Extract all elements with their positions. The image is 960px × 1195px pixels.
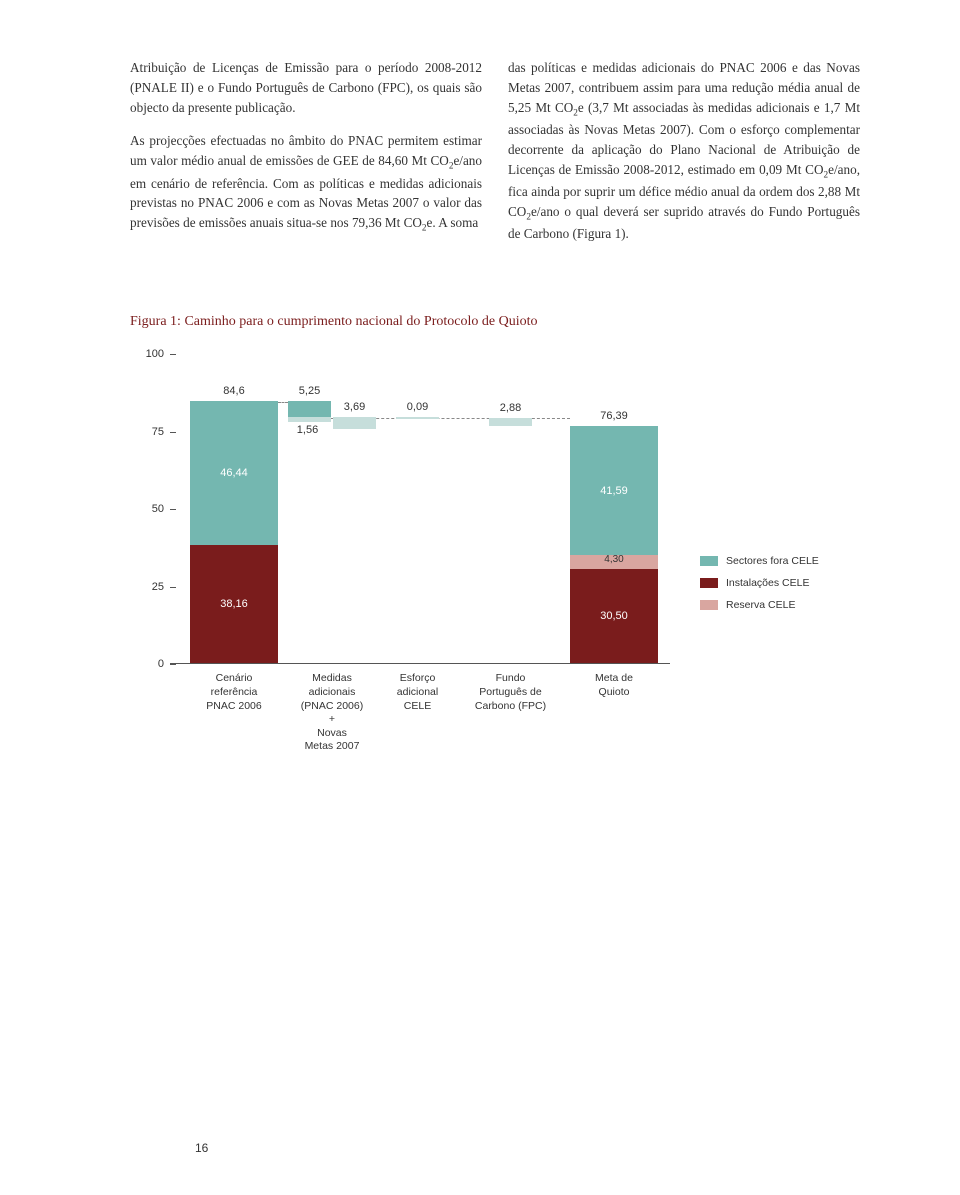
bar-segment-label: 30,50: [570, 610, 658, 622]
legend-swatch: [700, 600, 718, 610]
step-segment: [489, 418, 532, 427]
text-columns: Atribuição de Licenças de Emissão para o…: [130, 58, 860, 244]
legend-swatch: [700, 578, 718, 588]
bar-segment-label: 41,59: [570, 485, 658, 497]
bar-segment-label: 46,44: [190, 467, 278, 479]
bar-segment-instalacoes: 30,50: [570, 569, 658, 664]
legend-item: Reserva CELE: [700, 599, 819, 611]
figure-title: Figura 1: Caminho para o cumprimento nac…: [130, 314, 860, 330]
y-tick-label: 75: [130, 426, 164, 438]
y-tick-label: 50: [130, 503, 164, 515]
chart-plot-area: 84,6 46,44 38,16 5,25 1,56 3,69 0,09 2,88…: [170, 354, 670, 664]
step-segment: [333, 417, 376, 428]
step-bar-fundo: 2,88: [489, 353, 532, 663]
bar-total-label: 84,6: [190, 385, 278, 397]
y-tick-label: 100: [130, 348, 164, 360]
step-label: 0,09: [396, 401, 439, 413]
y-tick-mark: [170, 664, 176, 665]
bar-segment-sectores-fora: 41,59: [570, 426, 658, 555]
legend-label: Instalações CELE: [726, 577, 809, 589]
step-bar: 3,69: [333, 353, 376, 663]
paragraph: As projecções efectuadas no âmbito do PN…: [130, 131, 482, 235]
step-segment: [288, 401, 331, 417]
dashed-connector: [278, 402, 288, 403]
bar-total-label: 76,39: [570, 410, 658, 422]
bar-cenario-referencia: 84,6 46,44 38,16: [190, 401, 278, 663]
page: Atribuição de Licenças de Emissão para o…: [0, 0, 960, 1195]
bar-segment-reserva: 4,30: [570, 555, 658, 568]
x-axis-label: Meta de Quioto: [574, 672, 654, 699]
paragraph: Atribuição de Licenças de Emissão para o…: [130, 58, 482, 117]
text-run: e/ano o qual deverá ser suprido através …: [508, 204, 860, 241]
step-label: 1,56: [286, 424, 329, 436]
legend-item: Sectores fora CELE: [700, 555, 819, 567]
step-segment: [288, 417, 331, 422]
bar-segment-label: 4,30: [570, 554, 658, 565]
text-run: e. A soma: [427, 215, 479, 230]
chart-container: 0255075100 84,6 46,44 38,16 5,251,56 3,6…: [130, 354, 860, 734]
column-left: Atribuição de Licenças de Emissão para o…: [130, 58, 482, 244]
legend: Sectores fora CELE Instalações CELE Reserv…: [700, 555, 819, 621]
column-right: das políticas e medidas adicionais do PN…: [508, 58, 860, 244]
bar-segment-instalacoes: 38,16: [190, 545, 278, 663]
step-label: 2,88: [489, 402, 532, 414]
x-axis-label: Cenário referência PNAC 2006: [189, 672, 279, 713]
legend-label: Reserva CELE: [726, 599, 795, 611]
bar-segment-label: 38,16: [190, 598, 278, 610]
step-label: 5,25: [288, 385, 331, 397]
x-axis-label: Fundo Português de Carbono (FPC): [461, 672, 561, 713]
legend-item: Instalações CELE: [700, 577, 819, 589]
legend-swatch: [700, 556, 718, 566]
x-axis-label: Medidas adicionais (PNAC 2006) + Novas M…: [287, 672, 377, 754]
step-bar-medidas: 5,25 1,56: [288, 353, 331, 663]
bar-meta-quioto: 76,39 41,59 4,30 30,50: [570, 426, 658, 663]
y-tick-label: 25: [130, 581, 164, 593]
x-axis-label: Esforço adicional CELE: [378, 672, 458, 713]
bar-segment-sectores-fora: 46,44: [190, 401, 278, 545]
step-bar-esforco: 0,09: [396, 353, 439, 663]
text-run: As projecções efectuadas no âmbito do PN…: [130, 133, 482, 168]
page-number: 16: [195, 1141, 208, 1155]
step-label: 3,69: [333, 401, 376, 413]
step-segment: [396, 417, 439, 419]
paragraph: das políticas e medidas adicionais do PN…: [508, 58, 860, 244]
legend-label: Sectores fora CELE: [726, 555, 819, 567]
y-tick-label: 0: [130, 658, 164, 670]
